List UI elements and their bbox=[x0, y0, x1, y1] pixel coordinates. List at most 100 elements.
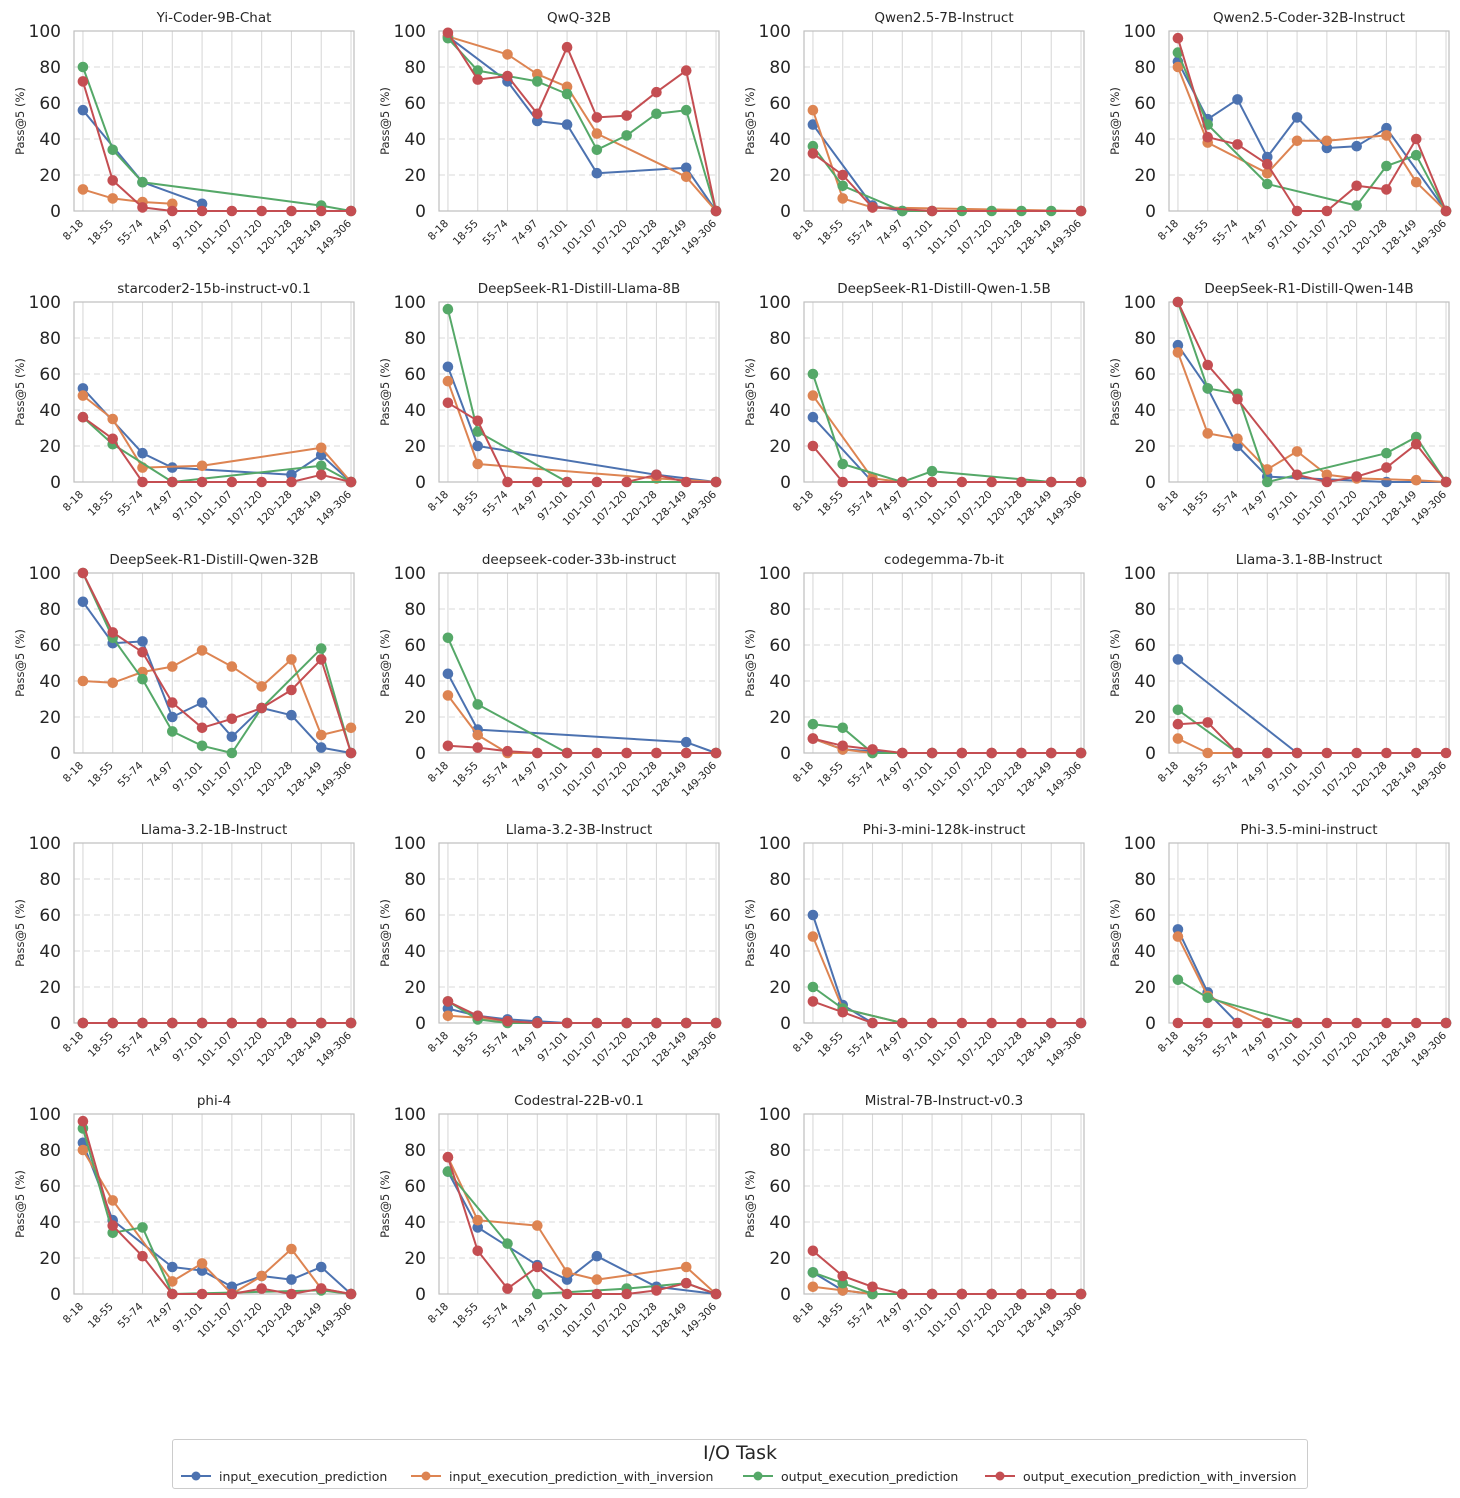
data-point bbox=[621, 476, 632, 488]
data-point bbox=[77, 567, 89, 579]
data-point bbox=[1261, 476, 1273, 488]
data-point bbox=[807, 996, 819, 1007]
data-point bbox=[1016, 1288, 1027, 1300]
data-point bbox=[591, 112, 603, 123]
x-tick-label: 18-55 bbox=[1181, 489, 1211, 519]
data-point bbox=[926, 465, 938, 477]
data-point bbox=[166, 711, 178, 723]
data-point bbox=[807, 909, 819, 921]
data-point bbox=[442, 668, 454, 680]
data-point bbox=[1202, 359, 1214, 371]
data-point bbox=[1381, 462, 1392, 473]
x-tick-label: 8-18 bbox=[426, 1030, 451, 1055]
data-point bbox=[710, 1017, 722, 1029]
data-point bbox=[591, 1017, 603, 1029]
data-point bbox=[1045, 747, 1057, 759]
data-point bbox=[1202, 383, 1214, 394]
data-point bbox=[1381, 184, 1392, 195]
y-tick-label: 100 bbox=[394, 1105, 426, 1125]
legend: I/O Task input_execution_prediction inpu… bbox=[172, 1439, 1308, 1489]
series-line bbox=[812, 723, 1081, 754]
series-line bbox=[447, 401, 716, 483]
series-line bbox=[811, 373, 1081, 483]
data-point bbox=[561, 1288, 573, 1300]
data-point bbox=[867, 476, 878, 488]
data-point bbox=[531, 1288, 543, 1300]
series-line bbox=[447, 37, 717, 212]
x-tick-label: 55-74 bbox=[481, 488, 511, 518]
data-point bbox=[472, 415, 484, 427]
data-point bbox=[442, 375, 454, 387]
series-output-execution-prediction-with-inversion bbox=[807, 733, 1087, 759]
x-tick-label: 55-74 bbox=[846, 488, 876, 518]
series-output-execution-prediction-with-inversion bbox=[807, 1245, 1087, 1300]
data-point bbox=[315, 643, 327, 654]
series-input-execution-prediction bbox=[77, 1137, 357, 1300]
data-point bbox=[896, 205, 908, 217]
y-tick-label: 60 bbox=[39, 636, 61, 656]
data-point bbox=[1202, 131, 1214, 143]
series-input-execution-prediction bbox=[1172, 924, 1452, 1029]
x-tick-label: 8-18 bbox=[791, 760, 816, 785]
data-point bbox=[107, 1195, 119, 1206]
y-tick-label: 100 bbox=[759, 564, 791, 584]
y-tick-label: 100 bbox=[1124, 564, 1156, 584]
data-point bbox=[1261, 747, 1273, 759]
x-tick-label: 55-74 bbox=[116, 1300, 146, 1330]
data-point bbox=[561, 119, 573, 130]
y-tick-label: 60 bbox=[404, 1177, 426, 1197]
data-point bbox=[442, 303, 454, 315]
data-point bbox=[561, 476, 573, 488]
y-tick-label: 0 bbox=[1145, 202, 1156, 222]
y-axis-label: Pass@5 (%) bbox=[378, 899, 392, 967]
data-point bbox=[77, 411, 89, 423]
series-output-execution-prediction-with-inversion bbox=[1172, 32, 1452, 217]
subplot-phi-3-5-mini-instruct: Phi-3.5-mini-instruct Pass@5 (%) 0 20 40 60 80… bbox=[1108, 822, 1452, 1069]
data-point bbox=[286, 1274, 297, 1285]
data-point bbox=[166, 1276, 178, 1287]
data-point bbox=[166, 205, 178, 217]
series-output-execution-prediction bbox=[1172, 296, 1452, 488]
data-point bbox=[1045, 1017, 1057, 1029]
subplot-title: QwQ-32B bbox=[547, 10, 611, 26]
y-tick-label: 40 bbox=[39, 401, 61, 421]
data-point bbox=[502, 1015, 513, 1027]
data-point bbox=[651, 108, 662, 120]
y-tick-label: 0 bbox=[1145, 1014, 1156, 1034]
data-point bbox=[345, 747, 357, 759]
data-point bbox=[561, 1267, 573, 1278]
data-point bbox=[710, 747, 722, 759]
x-tick-label: 18-55 bbox=[451, 489, 481, 519]
y-axis-label: Pass@5 (%) bbox=[743, 1170, 757, 1238]
data-point bbox=[256, 476, 267, 488]
y-axis-label: Pass@5 (%) bbox=[13, 1170, 27, 1238]
series-input-execution-prediction-with-inversion bbox=[442, 1151, 722, 1300]
series-line bbox=[447, 1000, 716, 1024]
data-point bbox=[1045, 1288, 1057, 1300]
subplot-title: Llama-3.1-8B-Instruct bbox=[1236, 552, 1383, 568]
data-point bbox=[137, 636, 148, 647]
data-point bbox=[137, 447, 148, 459]
data-point bbox=[680, 171, 692, 183]
y-tick-label: 80 bbox=[1134, 329, 1156, 349]
data-point bbox=[256, 702, 267, 714]
subplot-mistral-7b-instruct-v0-3: Mistral-7B-Instruct-v0.3 Pass@5 (%) 0 20 40 6… bbox=[743, 1093, 1087, 1340]
data-point bbox=[680, 1261, 692, 1273]
y-tick-label: 0 bbox=[780, 1285, 791, 1305]
data-point bbox=[956, 1288, 968, 1300]
data-point bbox=[591, 476, 603, 488]
series-line bbox=[82, 572, 352, 754]
y-axis-label: Pass@5 (%) bbox=[13, 899, 27, 967]
y-axis-label: Pass@5 (%) bbox=[1108, 358, 1122, 426]
data-point bbox=[1232, 94, 1243, 105]
x-tick-label: 55-74 bbox=[846, 1300, 876, 1330]
data-point bbox=[837, 169, 849, 181]
y-axis-label: Pass@5 (%) bbox=[1108, 629, 1122, 697]
data-point bbox=[472, 426, 484, 437]
series-line bbox=[82, 394, 352, 483]
data-point bbox=[472, 1010, 484, 1022]
data-point bbox=[837, 1006, 849, 1018]
subplot-phi-3-mini-128k-instruct: Phi-3-mini-128k-instruct Pass@5 (%) 0 20 40 6… bbox=[743, 822, 1087, 1069]
y-tick-label: 60 bbox=[39, 906, 61, 926]
subplot-title: codegemma-7b-it bbox=[884, 552, 1004, 568]
